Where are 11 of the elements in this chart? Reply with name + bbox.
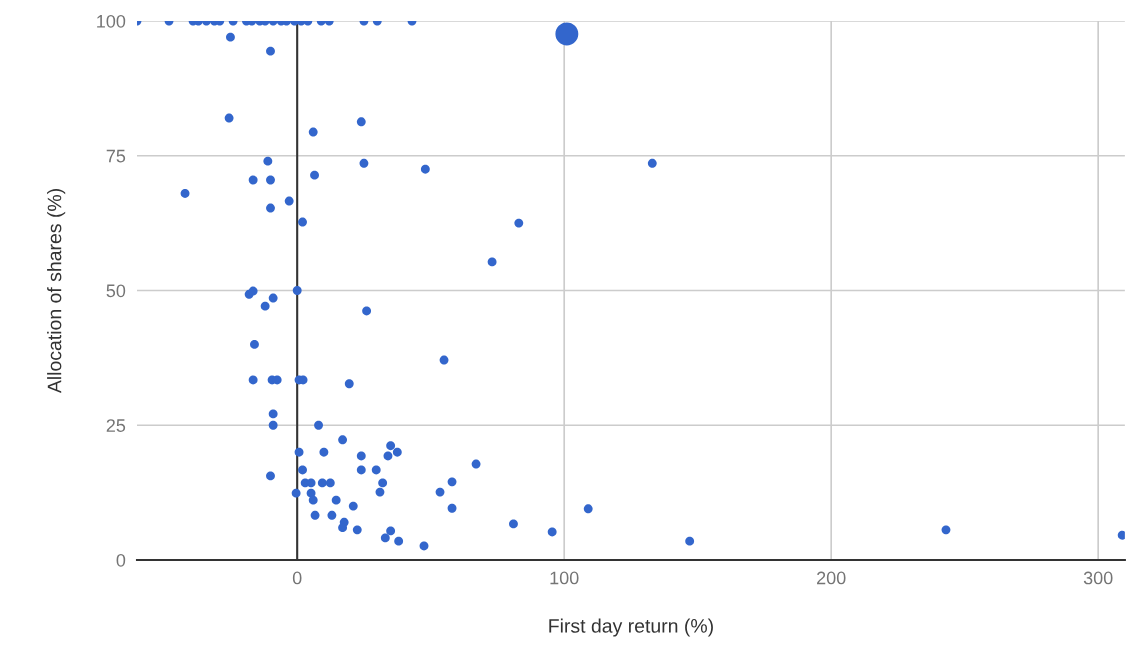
x-axis-title: First day return (%) xyxy=(549,618,713,637)
y-tick-label: 100 xyxy=(97,14,126,28)
y-tick-label: 75 xyxy=(106,149,126,163)
y-tick-label: 50 xyxy=(106,284,126,298)
y-axis-title: Allocation of shares (%) xyxy=(47,189,66,394)
x-tick-label: 200 xyxy=(817,571,846,585)
y-tick-label: 0 xyxy=(116,553,126,567)
x-tick-label: 300 xyxy=(1083,571,1113,585)
x-tick-label: 100 xyxy=(550,571,579,585)
y-tick-label: 25 xyxy=(106,419,126,432)
x-tick-label: 0 xyxy=(292,571,302,585)
